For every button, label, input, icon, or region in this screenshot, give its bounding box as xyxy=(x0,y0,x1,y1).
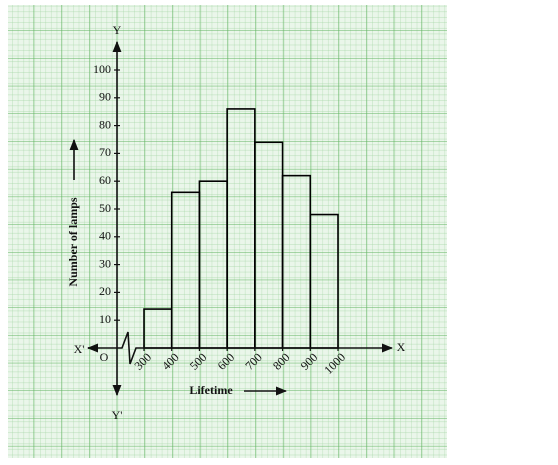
x-axis xyxy=(88,331,394,365)
y-tick-label: 60 xyxy=(99,173,111,187)
y-tick-label: 40 xyxy=(99,229,111,243)
y-tick-label: 70 xyxy=(99,145,111,159)
y-tick-label: 100 xyxy=(93,62,111,76)
x-axis-label: Lifetime xyxy=(189,383,233,397)
y-tick-label: 50 xyxy=(99,201,111,215)
axis-name: X xyxy=(397,340,406,354)
axis-name: X' xyxy=(74,342,85,356)
y-tick-label: 80 xyxy=(99,117,111,131)
y-tick-label: 10 xyxy=(99,312,111,326)
y-axis-label: Number of lamps xyxy=(66,197,80,286)
axis-name: Y' xyxy=(112,408,123,422)
origin-label: O xyxy=(100,350,109,364)
axis-name: Y xyxy=(113,23,122,37)
y-tick-label: 90 xyxy=(99,90,111,104)
y-tick-label: 20 xyxy=(99,284,111,298)
y-tick-label: 30 xyxy=(99,256,111,270)
